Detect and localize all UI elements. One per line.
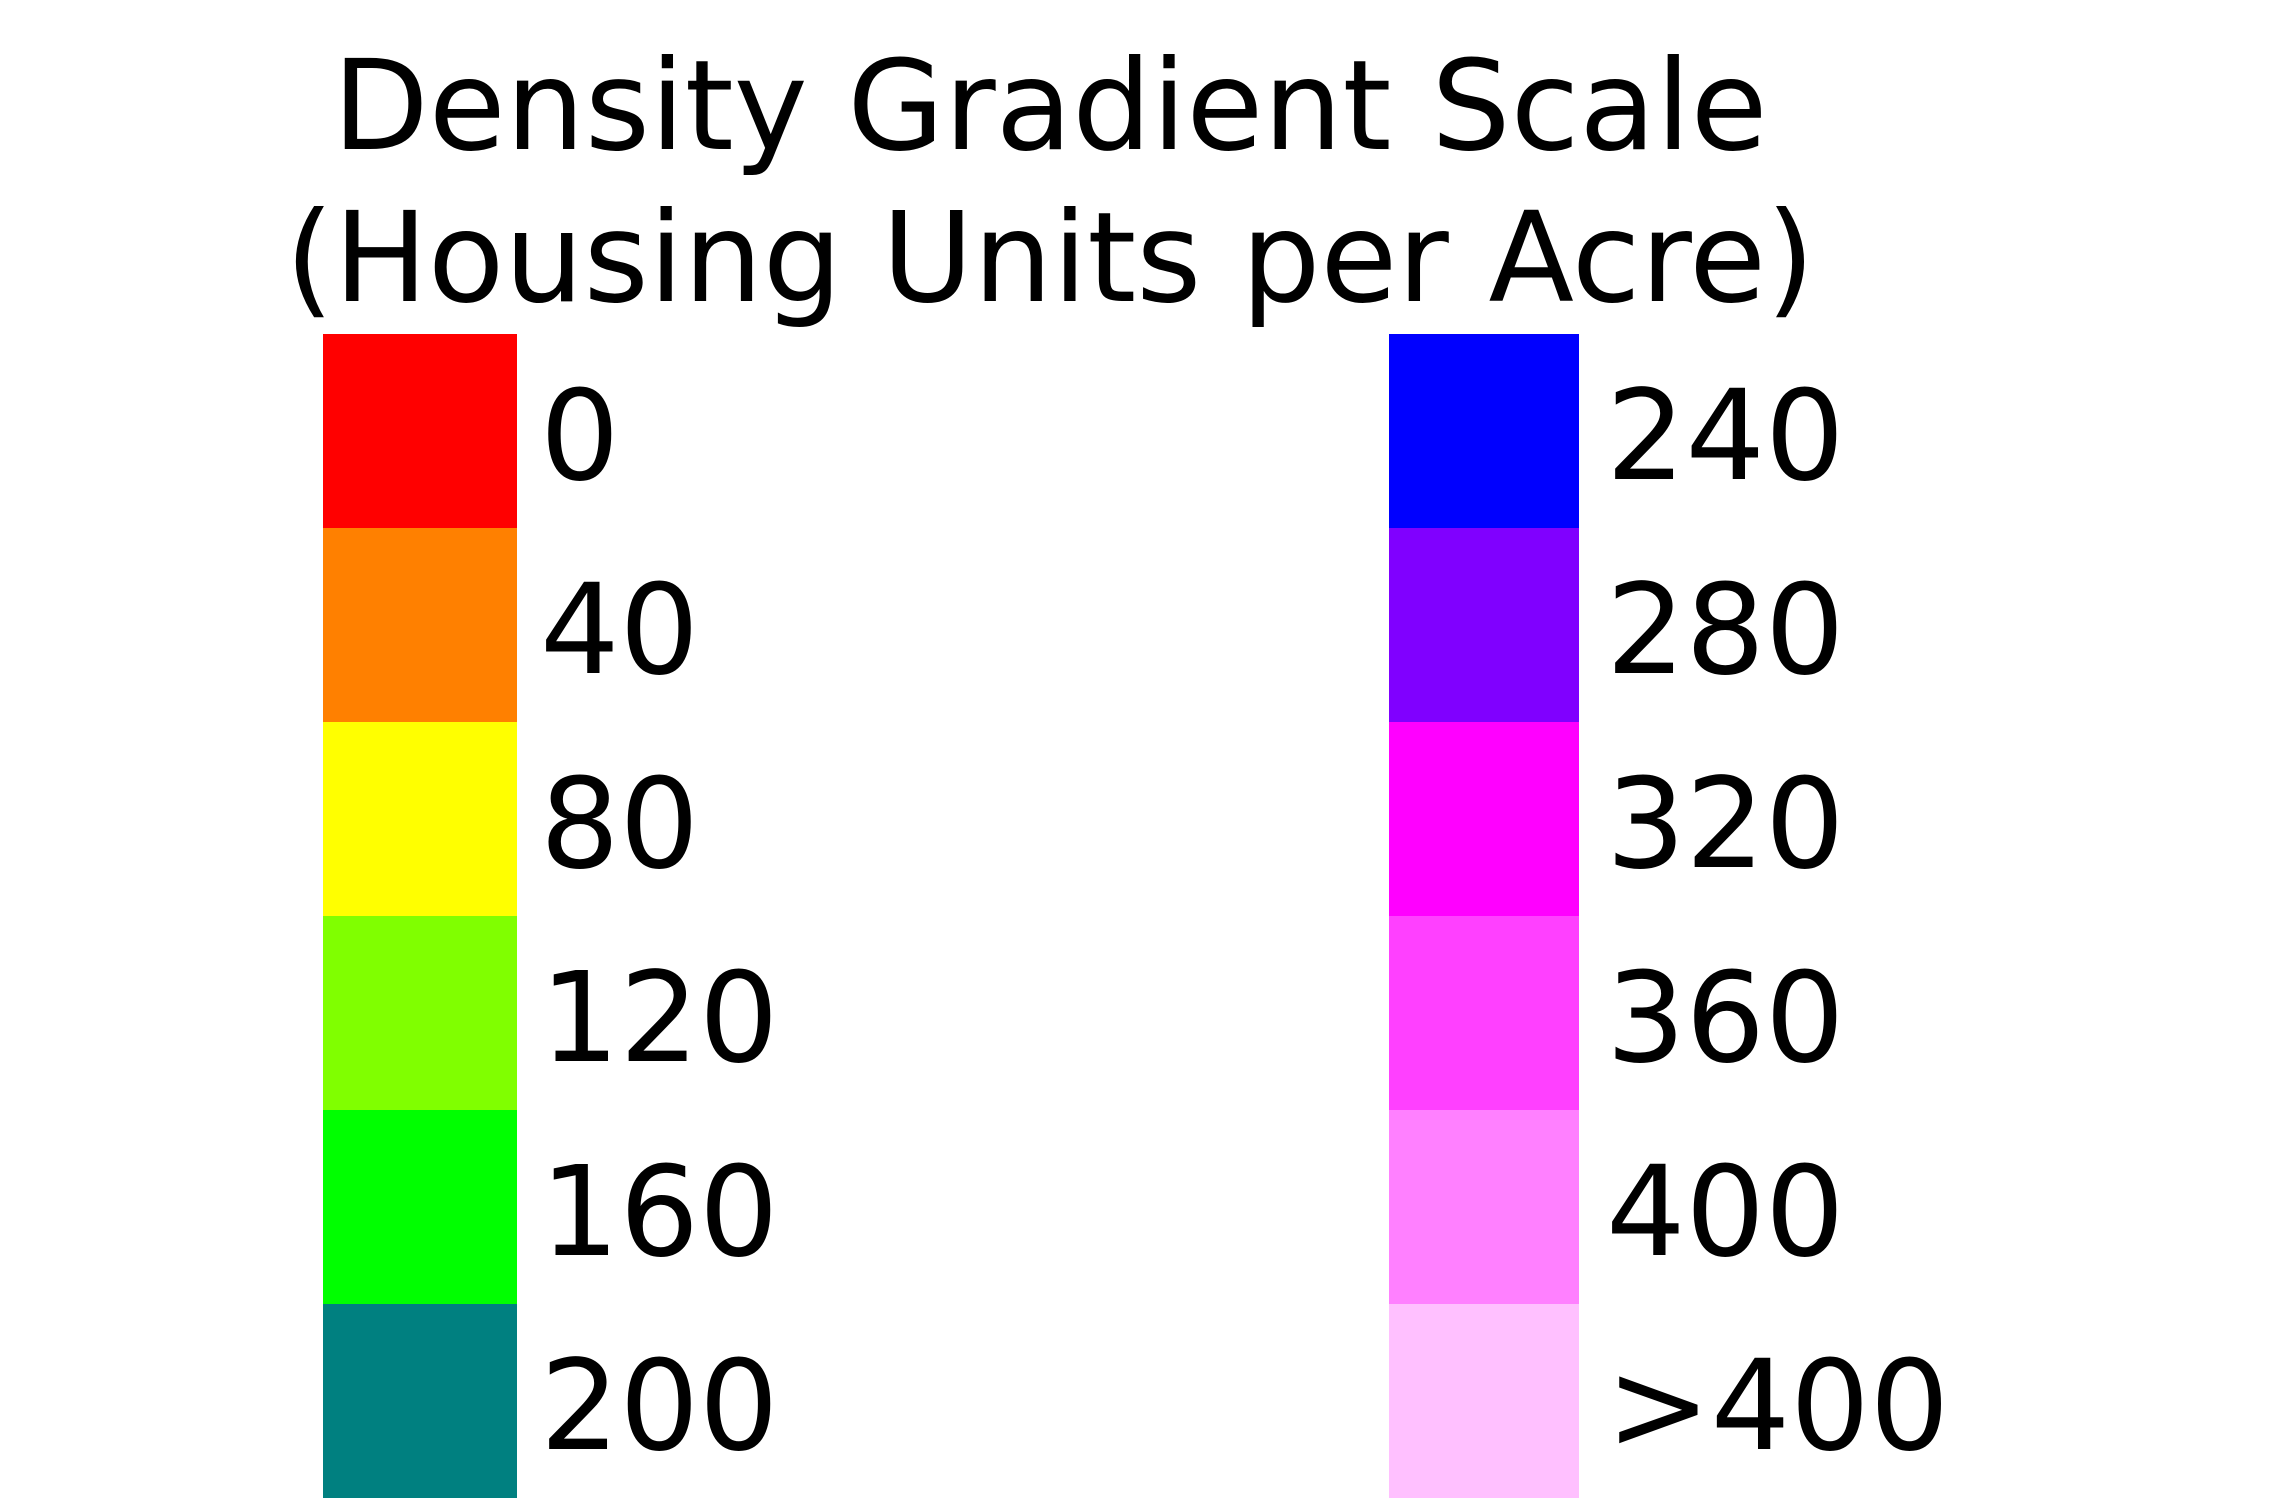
legend-label-400: 400 — [1606, 1140, 1845, 1285]
legend-title-line-2: (Housing Units per Acre) — [285, 186, 1815, 331]
color-swatch-80 — [323, 722, 517, 916]
color-swatch-0 — [323, 334, 517, 528]
color-swatch-320 — [1389, 722, 1579, 916]
color-swatch-over-400 — [1389, 1304, 1579, 1498]
legend-label-0: 0 — [540, 364, 620, 509]
legend-title-line-1: Density Gradient Scale — [332, 34, 1768, 179]
legend-label-280: 280 — [1606, 558, 1845, 703]
color-swatch-360 — [1389, 916, 1579, 1110]
legend-label-40: 40 — [540, 558, 700, 703]
color-swatch-400 — [1389, 1110, 1579, 1304]
legend-label-80: 80 — [540, 752, 700, 897]
color-swatch-120 — [323, 916, 517, 1110]
legend-label-360: 360 — [1606, 946, 1845, 1091]
legend-label-240: 240 — [1606, 364, 1845, 509]
color-swatch-40 — [323, 528, 517, 722]
legend-label-over-400: >400 — [1606, 1334, 1950, 1479]
color-swatch-200 — [323, 1304, 517, 1498]
legend-label-200: 200 — [540, 1334, 779, 1479]
legend-label-320: 320 — [1606, 752, 1845, 897]
color-swatch-160 — [323, 1110, 517, 1304]
legend-label-120: 120 — [540, 946, 779, 1091]
color-swatch-280 — [1389, 528, 1579, 722]
color-swatch-240 — [1389, 334, 1579, 528]
legend-label-160: 160 — [540, 1140, 779, 1285]
